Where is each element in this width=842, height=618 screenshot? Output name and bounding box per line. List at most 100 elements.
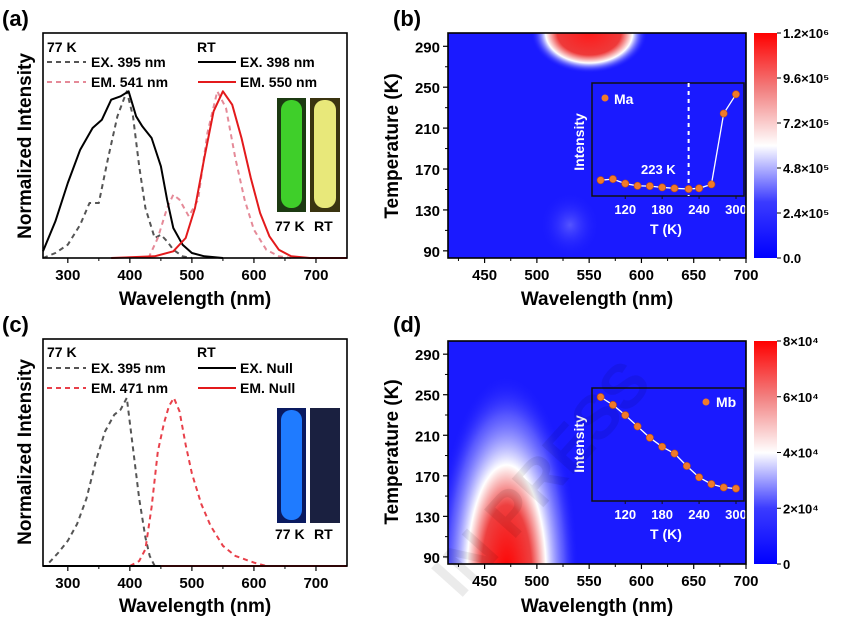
xtick-label-a-300: 300: [55, 267, 80, 284]
tube-photo-rt-c: [310, 408, 340, 523]
inset-d-xtick-label-300: 300: [725, 507, 747, 522]
xtick-label-a-500: 500: [179, 267, 204, 284]
heatmap-b-faint-region: [540, 192, 600, 258]
legend-c-group1: 77 K: [47, 344, 77, 360]
inset-b-point: [670, 184, 679, 193]
legend-a-label-1: EM. 541 nm: [91, 74, 168, 90]
xtick-label-b-550: 550: [577, 267, 602, 284]
inset-b-xtick-label-180: 180: [651, 202, 673, 217]
ylabel-c: Normalized Intensity: [15, 359, 36, 545]
inset-b-xlabel: T (K): [650, 221, 682, 237]
inset-b-xtick-label-300: 300: [725, 202, 747, 217]
inset-d-point: [658, 442, 667, 451]
ytick-label-d-290: 290: [415, 347, 440, 364]
tube-glow-77k-c: [281, 410, 302, 520]
heatmap-d: [448, 341, 746, 564]
legend-c-label-1: EM. 471 nm: [91, 380, 168, 396]
inset-b-point: [732, 90, 740, 99]
series-a-1: [147, 90, 292, 259]
ytick-label-b-290: 290: [415, 39, 440, 56]
xtick-label-c-700: 700: [303, 575, 328, 592]
colorbar-tick-label-d-0: 0: [783, 557, 790, 572]
legend-c-label-3: EM. Null: [240, 380, 295, 396]
inset-d-point: [719, 483, 728, 492]
inset-d-point: [695, 473, 703, 482]
colorbar-tick-label-b-5: 1.2×10⁶: [783, 26, 829, 41]
inset-b-ylabel: Intensity: [571, 113, 587, 171]
ytick-label-b-250: 250: [415, 80, 440, 97]
plot-frame-b: [447, 32, 747, 259]
legend-a-group2: RT: [197, 39, 216, 55]
xtick-label-d-550: 550: [577, 573, 602, 590]
panel-label-c: (c): [2, 312, 29, 337]
legend-a-label-2: EX. 398 nm: [240, 54, 315, 70]
colorbar-tick-label-d-1: 2×10⁴: [783, 501, 819, 516]
inset-b-point: [645, 182, 654, 190]
colorbar-tick-label-b-4: 9.6×10⁵: [783, 71, 829, 86]
inset-d-ylabel: Intensity: [571, 415, 587, 473]
colorbar-d: [754, 341, 777, 564]
colorbar-tick-label-b-1: 2.4×10⁵: [783, 206, 829, 221]
photo-label-77k-c: 77 K: [275, 526, 305, 542]
ylabel-b: Temperature (K): [382, 73, 403, 218]
plot-frame-d: [447, 340, 747, 565]
ytick-label-d-250: 250: [415, 388, 440, 405]
plot-frame-c: [42, 338, 348, 567]
ytick-label-b-130: 130: [415, 203, 440, 220]
photo-label-77k-a: 77 K: [275, 218, 305, 234]
series-c-0: [48, 396, 156, 567]
inset-d-xtick-label-240: 240: [688, 507, 710, 522]
ytick-label-d-210: 210: [415, 428, 440, 445]
inset-b-legend: Ma: [614, 91, 634, 107]
legend-c: 77 K RT EX. 395 nm EM. 471 nm EX. Null E…: [47, 344, 295, 396]
ytick-label-d-130: 130: [415, 509, 440, 526]
series-a-0: [42, 90, 193, 259]
legend-a-label-3: EM. 550 nm: [240, 74, 317, 90]
legend-a: 77 K RT EX. 395 nm EM. 541 nm EX. 398 nm…: [47, 39, 317, 90]
inset-b-annotation: 223 K: [641, 162, 676, 177]
inset-b-point: [658, 183, 667, 192]
inset-b-point: [684, 185, 693, 193]
inset-d-xtick-label-120: 120: [614, 507, 636, 522]
inset-b-point: [633, 181, 642, 190]
xtick-label-b-450: 450: [472, 267, 497, 284]
inset-d-point: [707, 480, 716, 488]
inset-b-point: [621, 179, 630, 188]
panel-label-d: (d): [393, 312, 421, 337]
legend-c-label-0: EX. 395 nm: [91, 360, 166, 376]
inset-d-point: [596, 393, 605, 401]
ytick-label-d-170: 170: [415, 469, 440, 486]
chart-marks: 300 400 500 600 700 90 130 170 210 250 290 0.0 2.4×1…: [42, 26, 829, 592]
xtick-label-d-700: 700: [733, 573, 758, 590]
legend-a-group1: 77 K: [47, 39, 77, 55]
ytick-label-b-90: 90: [423, 244, 440, 261]
colorbar-tick-label-d-4: 8×10⁴: [783, 334, 819, 349]
inset-b-frame: [591, 82, 745, 197]
panel-label-b: (b): [393, 6, 421, 31]
heatmap-b-hotspot: [531, 33, 648, 73]
inset-d-point: [682, 462, 691, 470]
ytick-label-b-210: 210: [415, 121, 440, 138]
ylabel-a: Normalized Intensity: [15, 53, 36, 239]
legend-c-label-2: EX. Null: [240, 360, 293, 376]
series-a-2: [42, 90, 223, 259]
inset-d-point: [621, 411, 630, 420]
xtick-label-c-400: 400: [117, 575, 142, 592]
colorbar-tick-label-b-3: 7.2×10⁵: [783, 116, 829, 131]
ytick-label-b-170: 170: [415, 162, 440, 179]
xlabel-c: Wavelength (nm): [119, 596, 271, 617]
photo-inset-c: 77 K RT: [275, 408, 340, 542]
colorbar-tick-label-d-3: 6×10⁴: [783, 390, 819, 405]
inset-d-legend: Mb: [716, 394, 736, 410]
xlabel-d: Wavelength (nm): [521, 596, 673, 617]
legend-a-label-0: EX. 395 nm: [91, 54, 166, 70]
ytick-label-d-90: 90: [423, 550, 440, 567]
xtick-label-b-650: 650: [681, 267, 706, 284]
colorbar-tick-label-b-0: 0.0: [783, 251, 801, 266]
inset-b-point: [695, 184, 703, 193]
xtick-label-b-700: 700: [733, 267, 758, 284]
inset-b-point: [707, 180, 716, 189]
inset-d-point: [732, 484, 740, 493]
ylabel-d: Temperature (K): [382, 379, 403, 524]
